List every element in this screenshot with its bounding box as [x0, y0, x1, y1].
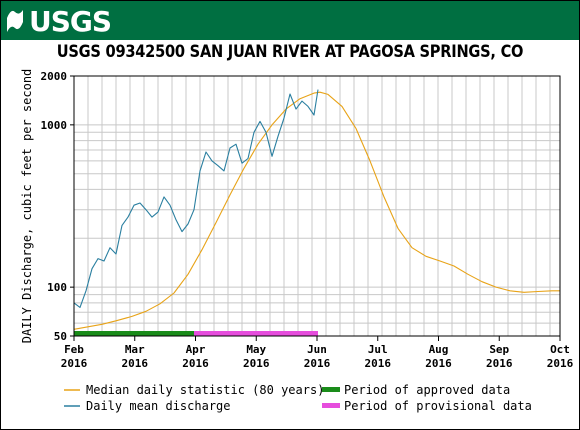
- x-tick-label: Oct: [550, 343, 570, 356]
- x-tick-label: Jun: [307, 343, 327, 356]
- chart-title: USGS 09342500 SAN JUAN RIVER AT PAGOSA S…: [56, 42, 524, 62]
- x-tick-year: 2016: [547, 357, 574, 370]
- x-tick-label: Feb: [64, 343, 84, 356]
- y-tick-label: 100: [47, 281, 67, 294]
- data-periods: [74, 331, 318, 336]
- legend-label: Median daily statistic (80 years): [86, 383, 324, 397]
- period-bar: [194, 331, 318, 336]
- legend-swatch: [322, 387, 340, 392]
- usgs-banner: USGS: [1, 1, 579, 40]
- series-lines: [73, 89, 560, 330]
- x-tick-label: Jul: [368, 343, 388, 356]
- usgs-logo-text: USGS: [29, 4, 112, 38]
- series-line: [73, 91, 560, 330]
- y-axis-label: DAILY Discharge, cubic feet per second: [20, 69, 34, 344]
- y-tick-label: 50: [54, 330, 67, 343]
- x-tick-year: 2016: [243, 357, 270, 370]
- x-tick-year: 2016: [365, 357, 392, 370]
- legend-label: Daily mean discharge: [86, 399, 231, 413]
- x-tick-year: 2016: [61, 357, 88, 370]
- x-tick-label: Aug: [429, 343, 449, 356]
- x-tick-label: Sep: [489, 343, 509, 356]
- y-tick-label: 1000: [41, 119, 68, 132]
- plot-border: [73, 75, 561, 337]
- legend: Median daily statistic (80 years) Daily m…: [64, 383, 532, 413]
- grid: [74, 75, 560, 336]
- legend-label: Period of provisional data: [344, 399, 532, 413]
- x-tick-year: 2016: [304, 357, 331, 370]
- x-tick-year: 2016: [486, 357, 513, 370]
- usgs-logo: USGS: [5, 4, 112, 38]
- axis-ticks: 5010010002000Feb2016Mar2016Apr2016May201…: [41, 70, 574, 370]
- x-tick-label: Mar: [125, 343, 145, 356]
- usgs-logo-icon: [7, 10, 23, 32]
- x-tick-label: May: [246, 343, 266, 356]
- x-tick-year: 2016: [182, 357, 209, 370]
- period-bar: [74, 331, 194, 336]
- series-line: [73, 89, 319, 308]
- x-tick-label: Apr: [186, 343, 206, 356]
- legend-swatch: [322, 403, 340, 408]
- x-tick-year: 2016: [122, 357, 149, 370]
- legend-label: Period of approved data: [344, 383, 510, 397]
- y-tick-label: 2000: [41, 70, 68, 83]
- x-tick-year: 2016: [425, 357, 452, 370]
